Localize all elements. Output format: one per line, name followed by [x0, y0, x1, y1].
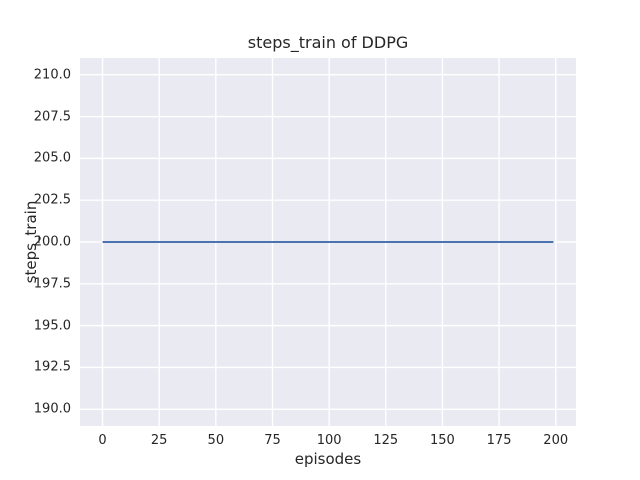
y-tick-label: 207.5 — [33, 109, 71, 125]
y-axis-label: steps_train — [22, 200, 40, 284]
x-tick-label: 125 — [373, 433, 399, 448]
x-tick-label: 75 — [264, 433, 281, 448]
x-axis-label: episodes — [294, 450, 362, 468]
x-tick-label: 25 — [150, 433, 168, 448]
y-tick-label: 205.0 — [33, 150, 71, 166]
x-tick-label: 100 — [316, 433, 342, 448]
y-tick-label: 190.0 — [33, 401, 71, 417]
x-tick-label: 200 — [543, 433, 569, 448]
x-tick-label: 150 — [430, 433, 455, 448]
y-tick-label: 210.0 — [33, 67, 71, 83]
y-tick-label: 197.5 — [33, 276, 71, 292]
x-tick-label: 175 — [486, 433, 512, 448]
y-tick-label: 192.5 — [33, 359, 71, 375]
chart-title: steps_train of DDPG — [247, 33, 409, 52]
x-tick-label: 50 — [207, 433, 225, 448]
plot-area — [80, 58, 576, 426]
chart-canvas — [80, 58, 576, 426]
y-tick-label: 195.0 — [33, 318, 71, 334]
y-tick-label: 200.0 — [33, 234, 71, 250]
y-tick-label: 202.5 — [33, 192, 71, 208]
x-tick-label: 0 — [98, 433, 107, 448]
